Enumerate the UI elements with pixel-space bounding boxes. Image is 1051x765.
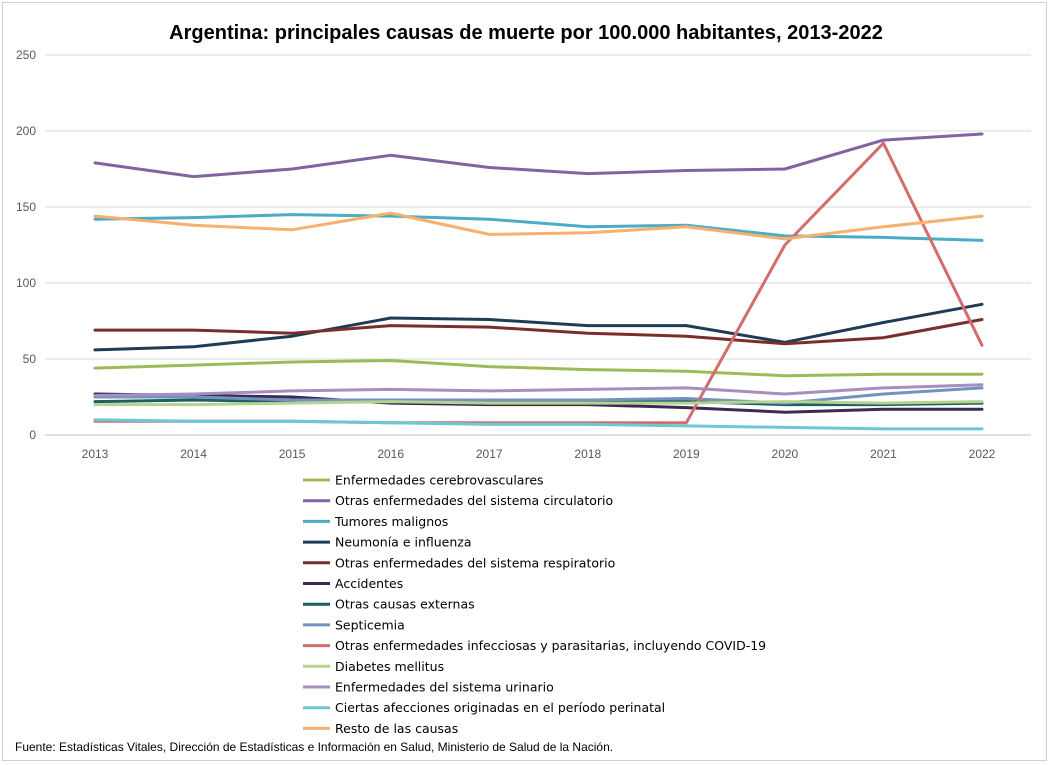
- legend-label: Otras enfermedades del sistema circulato…: [335, 493, 613, 508]
- legend-label: Enfermedades cerebrovasculares: [335, 473, 544, 488]
- series-line: [93, 318, 984, 346]
- chart-title: Argentina: principales causas de muerte …: [169, 22, 883, 44]
- series-line: [93, 359, 984, 378]
- series-line: [93, 302, 984, 352]
- legend-label: Tumores malignos: [334, 514, 448, 529]
- y-tick-label: 100: [16, 276, 36, 290]
- series-line: [93, 398, 984, 407]
- x-tick-label: 2020: [772, 447, 799, 461]
- x-tick-label: 2017: [476, 447, 503, 461]
- legend-label: Enfermedades del sistema urinario: [335, 680, 554, 695]
- source-note: Fuente: Estadísticas Vitales, Dirección …: [15, 740, 613, 754]
- legend: Enfermedades cerebrovasculares Otras enfe…: [303, 473, 766, 736]
- series-line: [93, 418, 984, 431]
- x-tick-label: 2019: [673, 447, 700, 461]
- legend-label: Neumonía e influenza: [335, 535, 472, 550]
- series-lines: [93, 132, 984, 431]
- x-axis-ticks: 2013 2014 2015 2016 2017 2018 2019 2020 2021 2022: [82, 447, 996, 461]
- x-tick-label: 2015: [279, 447, 306, 461]
- legend-label: Diabetes mellitus: [335, 659, 444, 674]
- x-tick-label: 2014: [180, 447, 207, 461]
- series-line: [93, 392, 984, 414]
- legend-label: Accidentes: [335, 576, 403, 591]
- x-tick-label: 2016: [377, 447, 404, 461]
- x-tick-label: 2013: [82, 447, 109, 461]
- legend-label: Ciertas afecciones originadas en el perí…: [335, 700, 665, 715]
- series-line: [93, 383, 984, 397]
- y-tick-label: 0: [29, 428, 36, 442]
- legend-label: Septicemia: [335, 617, 405, 632]
- y-axis-ticks: 0 50 100 150 200 250: [16, 48, 36, 442]
- series-line: [93, 211, 984, 241]
- legend-label: Otras causas externas: [335, 597, 475, 612]
- gridlines: [45, 54, 1031, 436]
- legend-label: Resto de las causas: [335, 721, 458, 736]
- x-tick-label: 2021: [870, 447, 897, 461]
- y-tick-label: 50: [23, 352, 37, 366]
- series-line: [93, 132, 984, 179]
- y-tick-label: 250: [16, 48, 36, 62]
- legend-label: Otras enfermedades infecciosas y parasit…: [335, 638, 766, 653]
- x-tick-label: 2022: [969, 447, 996, 461]
- series-line: [93, 386, 984, 405]
- series-line: [93, 213, 984, 242]
- legend-label: Otras enfermedades del sistema respirato…: [335, 555, 615, 570]
- series-line: [93, 400, 984, 407]
- y-tick-label: 200: [16, 124, 36, 138]
- x-tick-label: 2018: [574, 447, 601, 461]
- line-chart: Argentina: principales causas de muerte …: [15, 22, 1031, 754]
- y-tick-label: 150: [16, 200, 36, 214]
